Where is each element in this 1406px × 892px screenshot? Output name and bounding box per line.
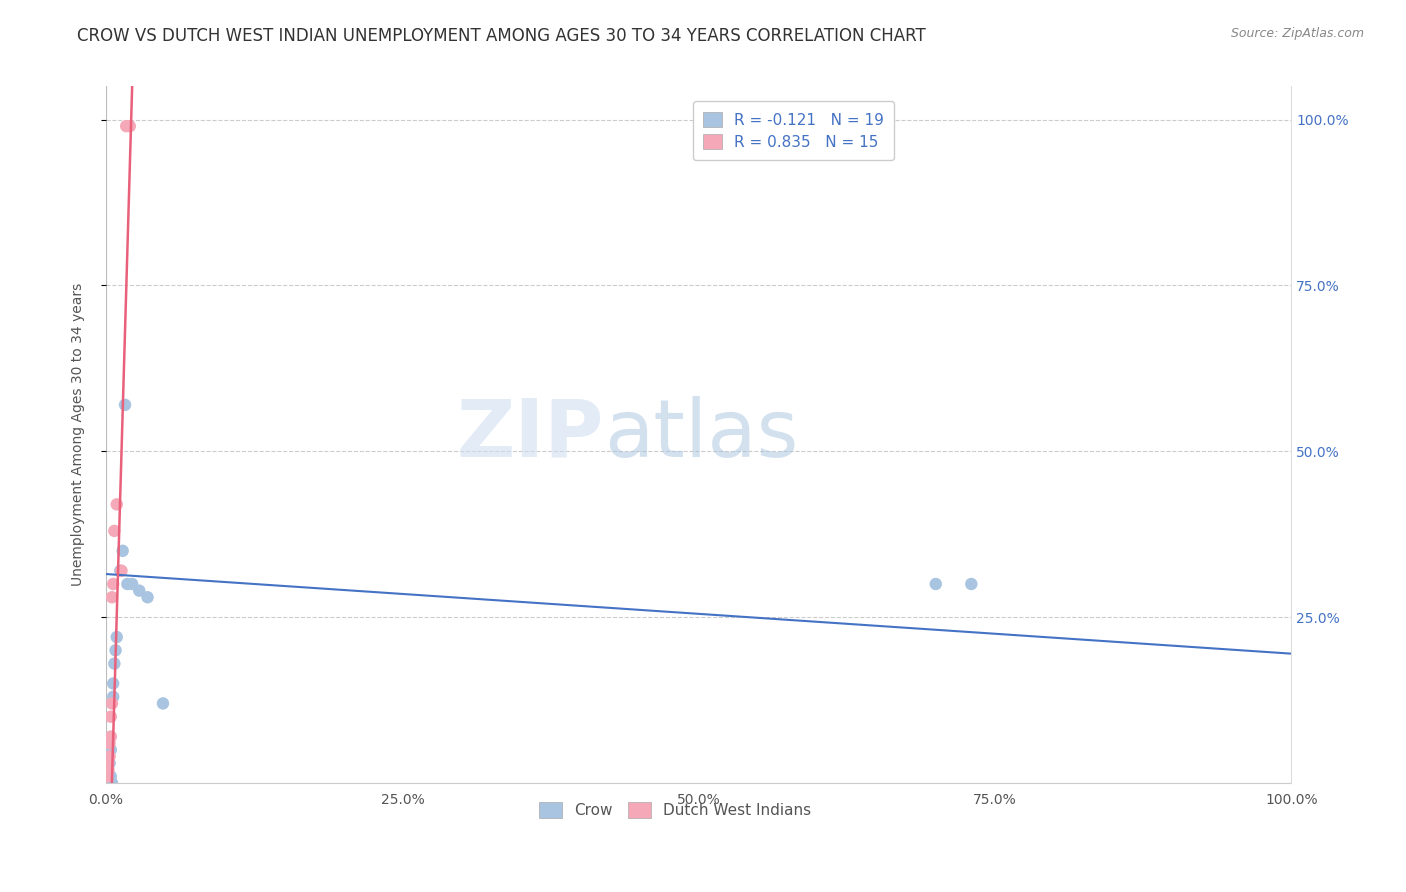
Point (101, 776, 124, 790)
Point (103, 577, 125, 591)
Point (103, 657, 125, 671)
Point (100, 769, 122, 783)
Point (110, 564, 132, 578)
Point (98, 749, 121, 764)
Point (136, 591, 159, 605)
Point (101, 591, 124, 605)
Y-axis label: Unemployment Among Ages 30 to 34 years: Unemployment Among Ages 30 to 34 years (72, 283, 86, 586)
Point (115, 119, 138, 133)
Point (103, 524, 125, 538)
Point (960, 577, 983, 591)
Text: Source: ZipAtlas.com: Source: ZipAtlas.com (1230, 27, 1364, 40)
Point (98, 756, 121, 771)
Point (105, 497, 128, 511)
Point (128, 583, 150, 598)
Point (101, 697, 124, 711)
Point (152, 697, 174, 711)
Point (97, 763, 120, 777)
Legend: Crow, Dutch West Indians: Crow, Dutch West Indians (533, 796, 817, 824)
Point (121, 577, 143, 591)
Point (100, 709, 122, 723)
Point (925, 577, 948, 591)
Point (104, 643, 127, 657)
Point (118, 119, 141, 133)
Point (114, 398, 136, 412)
Text: CROW VS DUTCH WEST INDIAN UNEMPLOYMENT AMONG AGES 30 TO 34 YEARS CORRELATION CHA: CROW VS DUTCH WEST INDIAN UNEMPLOYMENT A… (77, 27, 927, 45)
Text: ZIP: ZIP (457, 396, 605, 474)
Point (117, 577, 139, 591)
Point (100, 730, 122, 744)
Point (110, 564, 132, 578)
Point (103, 690, 125, 704)
Point (98, 736, 121, 750)
Point (111, 544, 134, 558)
Point (105, 630, 128, 644)
Point (96, 769, 118, 783)
Point (100, 743, 122, 757)
Text: atlas: atlas (605, 396, 799, 474)
Point (103, 676, 125, 690)
Point (97, 756, 120, 771)
